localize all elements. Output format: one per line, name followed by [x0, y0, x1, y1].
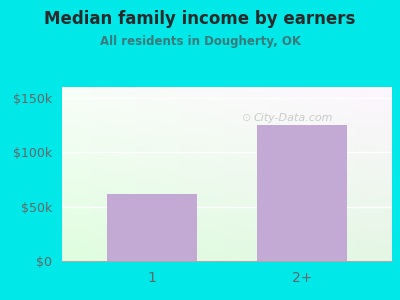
- Text: Median family income by earners: Median family income by earners: [44, 11, 356, 28]
- Bar: [257, 125, 347, 261]
- Text: City-Data.com: City-Data.com: [254, 113, 333, 123]
- Text: All residents in Dougherty, OK: All residents in Dougherty, OK: [100, 34, 300, 47]
- Text: ⊙: ⊙: [242, 113, 251, 123]
- Bar: [107, 194, 197, 261]
